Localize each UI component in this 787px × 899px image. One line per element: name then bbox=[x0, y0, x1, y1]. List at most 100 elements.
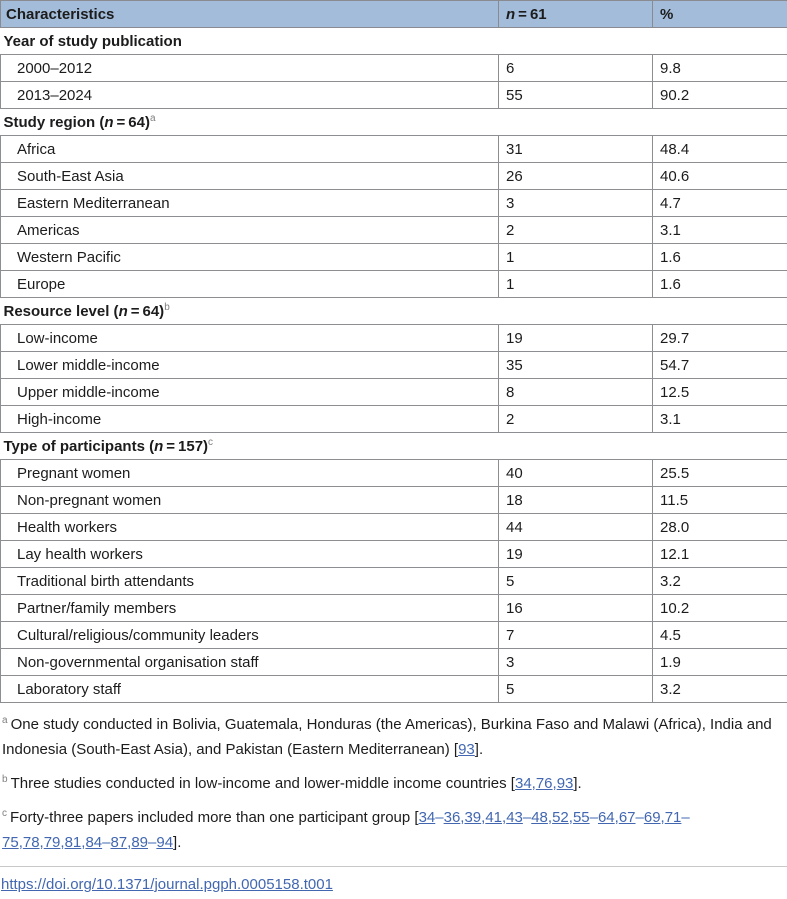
cell-percent: 3.1 bbox=[653, 217, 787, 244]
cell-percent: 28.0 bbox=[653, 514, 787, 541]
divider bbox=[0, 866, 787, 867]
cell-n: 19 bbox=[499, 325, 653, 352]
col-header-characteristics: Characteristics bbox=[1, 1, 499, 28]
cell-n: 18 bbox=[499, 487, 653, 514]
n-value: = 61 bbox=[515, 6, 546, 23]
col-header-n: n = 61 bbox=[499, 1, 653, 28]
section-header-row: Study region (n = 64)a bbox=[1, 109, 787, 136]
cell-percent: 12.5 bbox=[653, 379, 787, 406]
cell-n: 3 bbox=[499, 649, 653, 676]
citation-link[interactable]: 71 bbox=[665, 809, 682, 826]
citation-link[interactable]: 76 bbox=[536, 775, 553, 792]
footnote-marker: b bbox=[2, 774, 8, 785]
cell-label: Americas bbox=[1, 217, 499, 244]
section-header-row: Type of participants (n = 157)c bbox=[1, 433, 787, 460]
cell-n: 7 bbox=[499, 622, 653, 649]
cell-label: Western Pacific bbox=[1, 244, 499, 271]
cell-n: 1 bbox=[499, 244, 653, 271]
cell-label: 2000–2012 bbox=[1, 55, 499, 82]
citation-link[interactable]: 64 bbox=[598, 809, 615, 826]
citation-link[interactable]: 34 bbox=[515, 775, 532, 792]
footnote-text: One study conducted in Bolivia, Guatemal… bbox=[2, 716, 772, 758]
citation-link[interactable]: 75 bbox=[2, 834, 19, 851]
footnote-text: ]. bbox=[573, 775, 581, 792]
cell-label: Traditional birth attendants bbox=[1, 568, 499, 595]
cell-label: Laboratory staff bbox=[1, 676, 499, 703]
citation-link[interactable]: 94 bbox=[156, 834, 173, 851]
citation-link[interactable]: 69 bbox=[644, 809, 661, 826]
cell-label: Non-pregnant women bbox=[1, 487, 499, 514]
cell-label: Upper middle-income bbox=[1, 379, 499, 406]
citation-link[interactable]: 84 bbox=[85, 834, 102, 851]
section-title: Type of participants (n = 157)c bbox=[1, 433, 787, 460]
cell-percent: 9.8 bbox=[653, 55, 787, 82]
footnote-text: Three studies conducted in low-income an… bbox=[11, 775, 515, 792]
citation-link[interactable]: 67 bbox=[619, 809, 636, 826]
cell-label: Health workers bbox=[1, 514, 499, 541]
cell-percent: 90.2 bbox=[653, 82, 787, 109]
cell-n: 8 bbox=[499, 379, 653, 406]
cell-label: Lower middle-income bbox=[1, 352, 499, 379]
citation-link[interactable]: 89 bbox=[131, 834, 148, 851]
cell-percent: 54.7 bbox=[653, 352, 787, 379]
cell-percent: 10.2 bbox=[653, 595, 787, 622]
citation-link[interactable]: 39 bbox=[464, 809, 481, 826]
citation-link[interactable]: 41 bbox=[485, 809, 502, 826]
cell-n: 3 bbox=[499, 190, 653, 217]
citation-link[interactable]: 34 bbox=[419, 809, 436, 826]
citation-link[interactable]: 79 bbox=[44, 834, 61, 851]
characteristics-table: Characteristics n = 61 % Year of study p… bbox=[0, 0, 787, 703]
cell-label: High-income bbox=[1, 406, 499, 433]
cell-label: South-East Asia bbox=[1, 163, 499, 190]
citation-link[interactable]: 93 bbox=[458, 741, 475, 758]
citation-link[interactable]: 87 bbox=[110, 834, 127, 851]
n-variable: n bbox=[104, 114, 113, 131]
n-variable: n bbox=[119, 303, 128, 320]
cell-n: 19 bbox=[499, 541, 653, 568]
citation-link[interactable]: 43 bbox=[506, 809, 523, 826]
section-header-row: Resource level (n = 64)b bbox=[1, 298, 787, 325]
citation-link[interactable]: 55 bbox=[573, 809, 590, 826]
cell-n: 40 bbox=[499, 460, 653, 487]
doi-link[interactable]: https://doi.org/10.1371/journal.pgph.000… bbox=[1, 876, 333, 893]
citation-link[interactable]: 48 bbox=[531, 809, 548, 826]
n-variable: n bbox=[154, 438, 163, 455]
citation-separator: – bbox=[590, 809, 598, 826]
cell-percent: 40.6 bbox=[653, 163, 787, 190]
citation-separator: – bbox=[523, 809, 531, 826]
cell-label: Partner/family members bbox=[1, 595, 499, 622]
citation-separator: – bbox=[636, 809, 644, 826]
citation-link[interactable]: 81 bbox=[65, 834, 82, 851]
cell-percent: 4.5 bbox=[653, 622, 787, 649]
citation-link[interactable]: 78 bbox=[23, 834, 40, 851]
col-header-percent: % bbox=[653, 1, 787, 28]
citation-link[interactable]: 36 bbox=[444, 809, 461, 826]
footnote-marker: a bbox=[150, 113, 156, 124]
cell-n: 2 bbox=[499, 217, 653, 244]
section-title: Year of study publication bbox=[1, 28, 787, 55]
citation-link[interactable]: 52 bbox=[552, 809, 569, 826]
citation-separator: – bbox=[435, 809, 443, 826]
citation-link[interactable]: 93 bbox=[557, 775, 574, 792]
cell-percent: 11.5 bbox=[653, 487, 787, 514]
